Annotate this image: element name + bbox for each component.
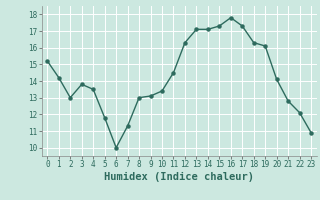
X-axis label: Humidex (Indice chaleur): Humidex (Indice chaleur) xyxy=(104,172,254,182)
